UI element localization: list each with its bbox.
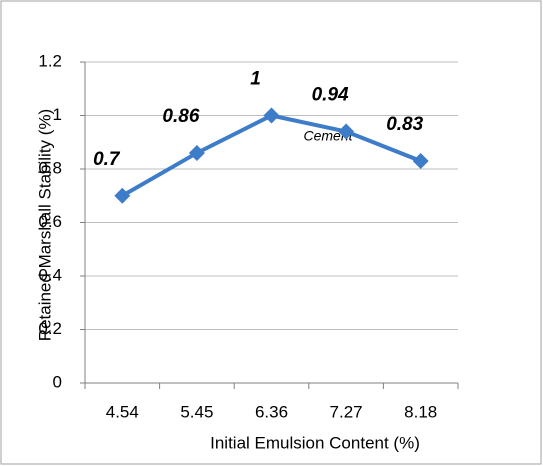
data-label: 1 [250,69,261,90]
data-point [338,123,355,140]
y-axis-title: Retained Marshall Stability (%) [35,109,54,341]
x-axis-title: Initial Emulsion Content (%) [210,433,420,452]
x-tick-label: 6.36 [255,402,288,421]
x-tick-label: 4.54 [106,402,139,421]
y-tick-label: 0.6 [38,212,62,231]
data-point [188,144,205,161]
y-tick-label: 0.4 [38,265,62,284]
x-tick-label: 5.45 [180,402,213,421]
data-point [412,152,429,169]
y-tick-label: 0.2 [38,319,62,338]
data-point [263,107,280,124]
data-point [114,187,131,204]
y-tick-label: 0.8 [38,158,62,177]
y-tick-label: 1 [53,105,62,124]
data-label: 0.94 [312,85,349,106]
x-tick-label: 7.27 [330,402,363,421]
x-tick-label: 8.18 [404,402,437,421]
y-tick-label: 1.2 [38,51,62,70]
y-tick-label: 0 [53,372,62,391]
data-label: 0.7 [93,149,121,170]
data-label: 0.86 [162,106,199,127]
data-label: 0.83 [386,114,423,135]
